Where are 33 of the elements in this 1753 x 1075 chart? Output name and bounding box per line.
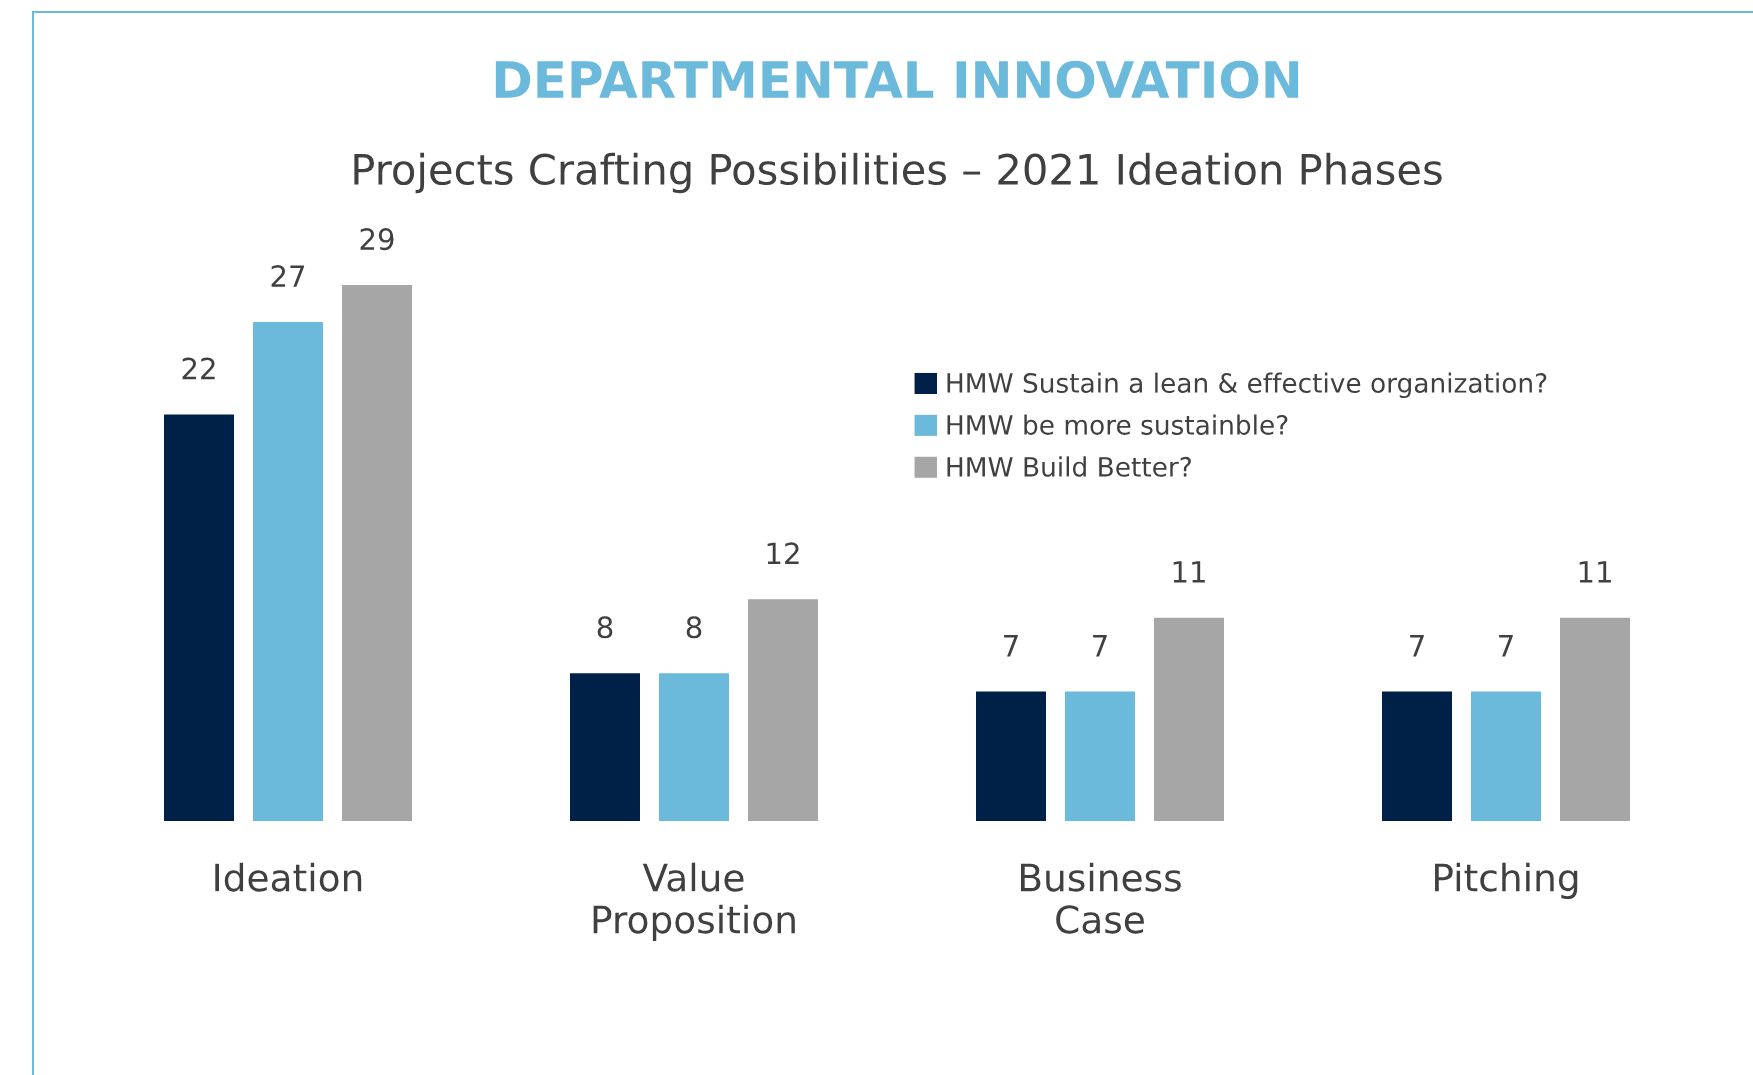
data-label: 12 [767, 542, 799, 564]
data-label: 7 [1410, 635, 1424, 657]
x-tick-label: Business Case [1021, 862, 1181, 934]
data-label: 29 [360, 228, 394, 251]
data-label: 22 [182, 357, 215, 380]
data-label: 11 [1173, 561, 1205, 583]
chart-subtitle: Projects Crafting Possibilities – 2021 Ideation Phases [354, 152, 1442, 194]
data-label: 8 [597, 616, 613, 639]
bar [1560, 617, 1630, 821]
bar [1154, 617, 1224, 821]
x-tick-label: Value Proposition [593, 862, 795, 941]
bar [1382, 691, 1452, 821]
bar [164, 414, 234, 821]
bar [570, 673, 640, 821]
chart-title: DEPARTMENTAL INNOVATION [495, 60, 1299, 99]
legend-label: HMW be more sustainble? [947, 414, 1288, 435]
data-label: 7 [1499, 635, 1513, 657]
data-label: 7 [1004, 635, 1018, 657]
x-tick-label: Pitching [1435, 862, 1578, 899]
data-label: 27 [271, 265, 305, 287]
bar [976, 691, 1046, 821]
legend-label: HMW Build Better? [947, 456, 1191, 477]
data-label: 11 [1579, 561, 1611, 583]
bar [659, 673, 729, 821]
bar [253, 321, 323, 821]
bar [1471, 691, 1541, 821]
legend-label: HMW Sustain a lean & effective organization? [947, 372, 1547, 399]
data-label: 7 [1093, 635, 1107, 657]
bar [1065, 691, 1135, 821]
bar [342, 285, 412, 821]
x-tick-label: Ideation [215, 862, 362, 892]
data-label: 8 [686, 616, 702, 639]
bar [748, 599, 818, 821]
